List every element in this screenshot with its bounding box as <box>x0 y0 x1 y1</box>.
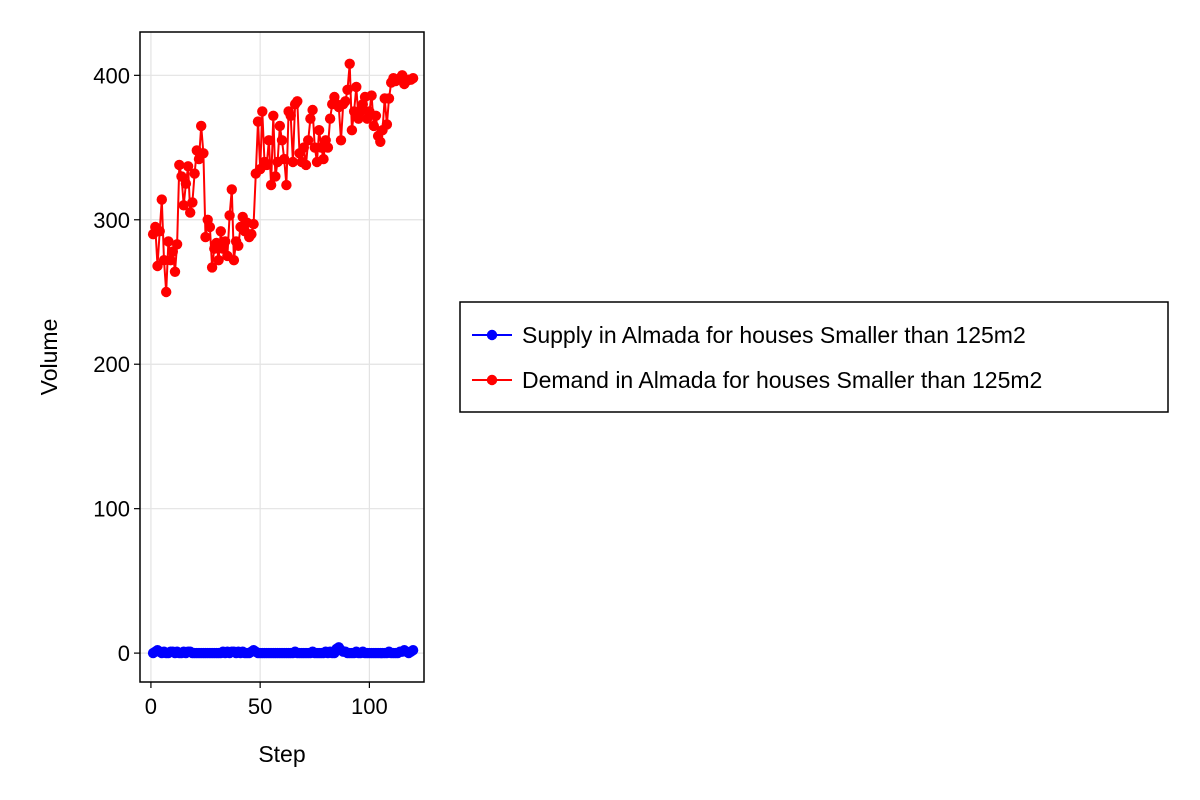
data-point <box>276 135 288 146</box>
data-point <box>213 255 224 266</box>
data-point <box>163 236 174 247</box>
data-point <box>178 200 189 211</box>
data-point <box>171 239 183 250</box>
data-point <box>169 266 181 277</box>
x-tick-label: 100 <box>351 694 388 719</box>
data-point <box>340 96 351 107</box>
data-point <box>318 153 329 165</box>
data-point <box>322 142 334 153</box>
y-tick-label: 300 <box>93 208 130 233</box>
data-point <box>313 125 325 136</box>
data-point <box>346 125 358 136</box>
data-point <box>292 96 303 107</box>
data-point <box>248 218 259 230</box>
data-point <box>324 113 336 124</box>
data-point <box>270 171 281 182</box>
y-tick-label: 200 <box>93 352 130 377</box>
data-point <box>220 236 231 247</box>
data-point <box>228 255 240 266</box>
x-tick-label: 50 <box>248 694 272 719</box>
legend-items: Supply in Almada for houses Smaller than… <box>472 322 1042 393</box>
legend-label: Supply in Almada for houses Smaller than… <box>522 322 1026 348</box>
data-point <box>279 153 290 165</box>
series-layer <box>147 58 419 659</box>
legend-box <box>459 301 1169 413</box>
data-point <box>281 179 292 191</box>
data-point <box>303 135 314 146</box>
data-point <box>246 229 257 240</box>
data-point <box>368 120 379 132</box>
x-tick-label: 0 <box>145 694 157 719</box>
data-point <box>285 110 296 122</box>
data-point <box>200 231 211 243</box>
plot-frame <box>139 31 425 683</box>
legend-item: Demand in Almada for houses Smaller than… <box>472 367 1042 393</box>
grid-lines <box>140 32 424 682</box>
data-point <box>274 120 285 132</box>
legend-label: Demand in Almada for houses Smaller than… <box>522 367 1042 393</box>
x-axis-title: Step <box>258 741 305 767</box>
data-point <box>165 255 176 266</box>
data-point <box>187 197 198 208</box>
data-point <box>287 156 299 168</box>
data-point <box>383 93 395 104</box>
data-point <box>351 81 362 93</box>
data-point <box>161 286 172 298</box>
data-point <box>261 159 272 171</box>
data-point <box>224 210 235 221</box>
data-point <box>335 135 347 146</box>
y-tick-label: 100 <box>93 497 130 522</box>
data-point <box>185 207 196 218</box>
data-point <box>407 645 419 656</box>
data-point <box>257 106 268 117</box>
data-point <box>375 136 386 147</box>
legend-marker-swatch <box>486 329 498 341</box>
data-point <box>366 90 377 101</box>
data-point <box>215 226 226 237</box>
data-point <box>381 119 393 130</box>
data-point <box>305 113 316 124</box>
legend-item: Supply in Almada for houses Smaller than… <box>472 322 1026 348</box>
data-point <box>263 135 275 146</box>
data-point <box>344 58 355 69</box>
data-point <box>204 221 216 233</box>
data-point <box>196 120 207 132</box>
data-point <box>189 168 200 179</box>
data-point <box>370 110 382 122</box>
data-point <box>307 104 318 116</box>
y-tick-label: 0 <box>118 641 130 666</box>
series-1 <box>147 58 419 298</box>
data-point <box>268 110 279 122</box>
axis-ticks: 0 50 100 0 100 200 300 400 <box>93 63 387 719</box>
series-0 <box>147 642 419 659</box>
data-point <box>226 184 237 195</box>
data-point <box>182 161 194 172</box>
data-point <box>342 84 353 96</box>
data-point <box>233 240 244 251</box>
data-point <box>300 159 312 171</box>
data-point <box>180 178 192 189</box>
y-axis-title: Volume <box>36 319 62 396</box>
y-tick-label: 400 <box>93 63 130 88</box>
data-point <box>198 148 209 159</box>
legend: Supply in Almada for houses Smaller than… <box>459 301 1169 413</box>
legend-marker-swatch <box>486 374 498 386</box>
data-point <box>265 179 277 191</box>
data-point <box>407 73 419 84</box>
data-point <box>174 159 185 171</box>
data-point <box>156 194 167 205</box>
data-point <box>206 262 218 273</box>
data-point <box>252 116 264 127</box>
data-point <box>154 226 165 237</box>
